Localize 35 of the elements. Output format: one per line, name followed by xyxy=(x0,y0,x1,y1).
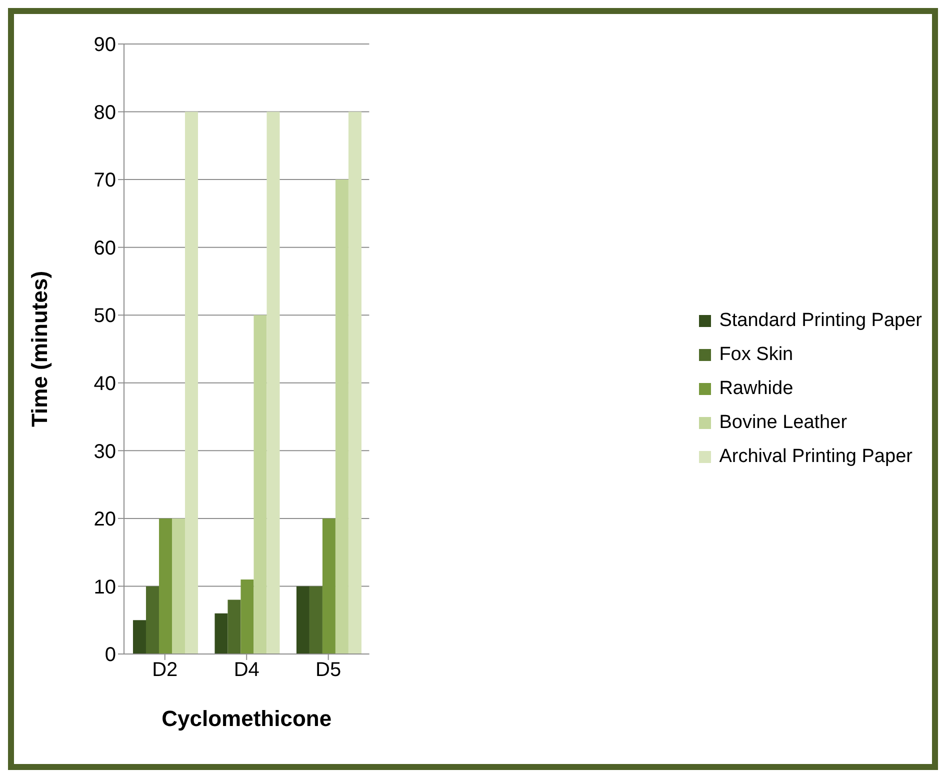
x-tick-label: D4 xyxy=(234,659,260,682)
x-tick-label: D2 xyxy=(152,659,178,682)
bar xyxy=(240,579,254,654)
y-tick-label: 40 xyxy=(94,372,116,395)
y-tick-label: 90 xyxy=(94,34,116,56)
y-tick-label: 50 xyxy=(94,305,116,328)
bar xyxy=(322,518,336,654)
y-tick-label: 70 xyxy=(94,170,116,192)
bar xyxy=(254,315,267,654)
x-tick-label: D5 xyxy=(316,659,342,682)
bar xyxy=(335,180,348,654)
y-tick-label: 20 xyxy=(94,508,116,531)
bar xyxy=(184,112,198,654)
y-tick-label: 0 xyxy=(104,644,116,666)
x-axis-title: Cyclomethicone xyxy=(162,706,332,731)
legend-label: Standard Printing Paper xyxy=(719,309,922,333)
y-tick-label: 30 xyxy=(94,440,116,463)
legend-label: Fox Skin xyxy=(719,343,794,367)
y-axis-title: Time (minutes) xyxy=(26,270,52,428)
y-tick-label: 10 xyxy=(94,576,116,598)
legend-label: Bovine Leather xyxy=(719,411,848,435)
bar xyxy=(132,620,146,654)
bar xyxy=(296,586,310,654)
bar xyxy=(348,112,362,654)
bar xyxy=(266,112,280,654)
bar xyxy=(309,586,322,654)
y-tick-label: 60 xyxy=(94,237,116,260)
bar xyxy=(158,518,172,654)
y-tick-label: 80 xyxy=(94,102,116,124)
bar xyxy=(146,586,159,654)
bar xyxy=(228,600,241,654)
bar xyxy=(214,613,228,654)
legend-label: Rawhide xyxy=(719,377,794,401)
legend-label: Archival Printing Paper xyxy=(719,445,912,469)
bar xyxy=(172,518,185,654)
